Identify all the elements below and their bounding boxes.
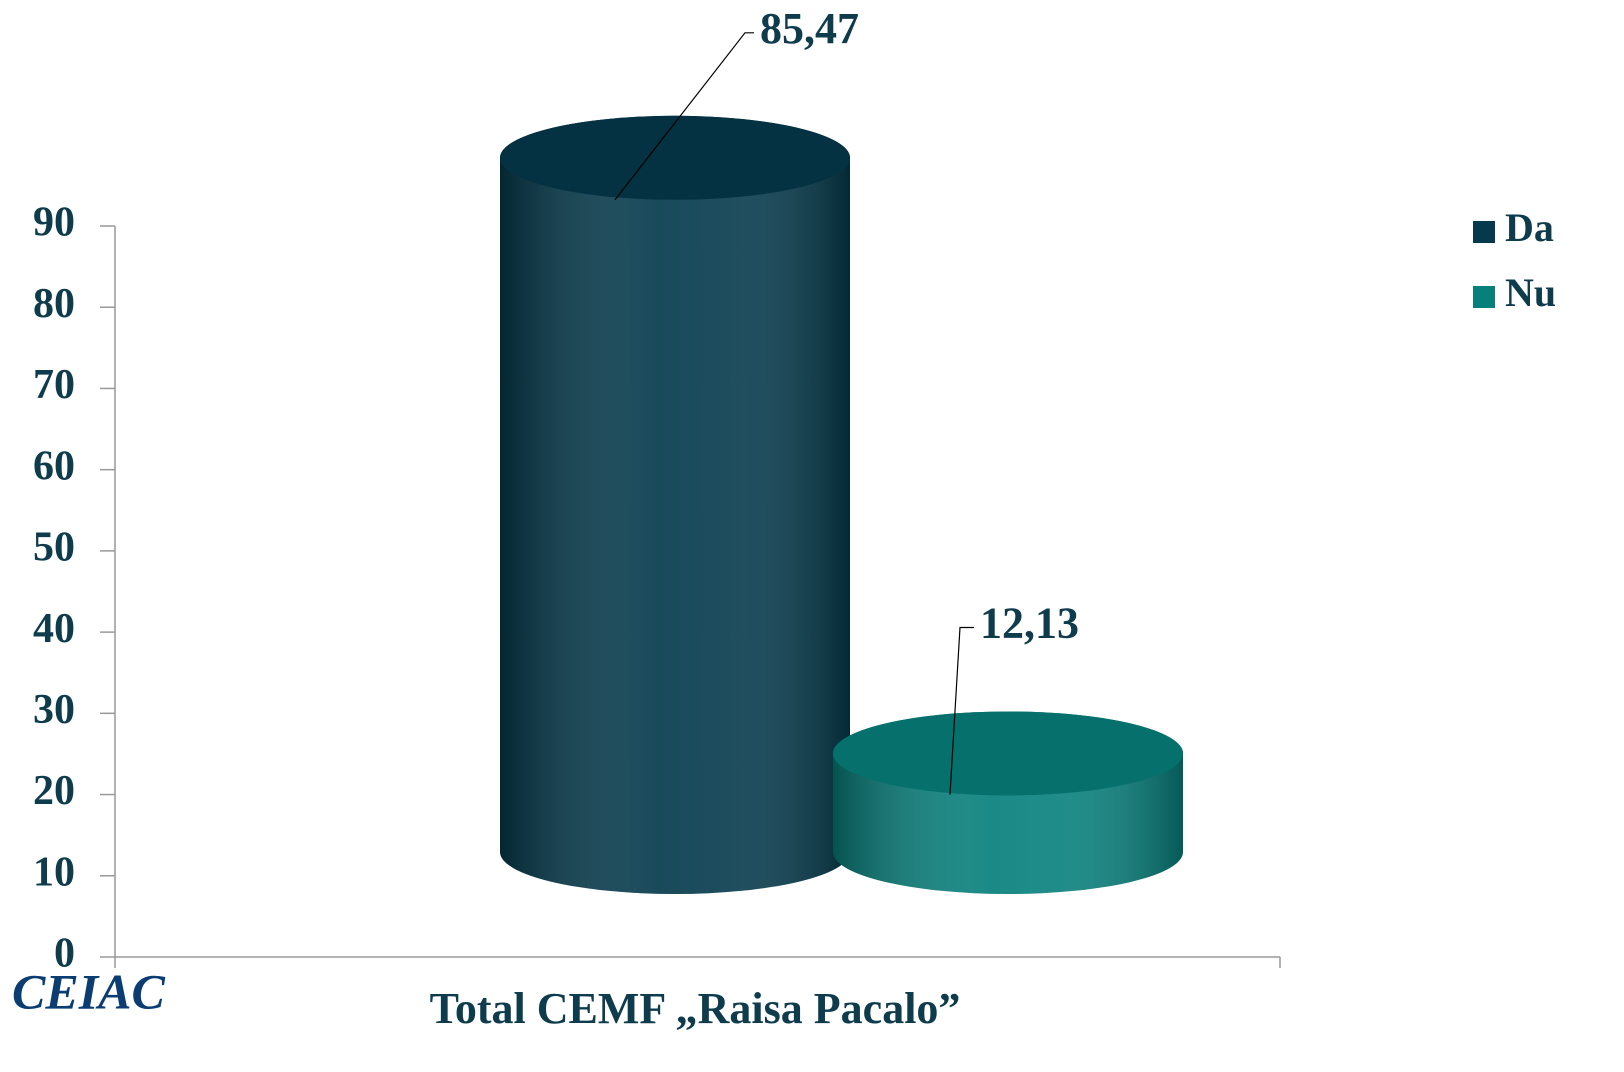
data-label: 12,13 [980,599,1079,648]
bar-shading [500,115,850,894]
legend-swatch [1473,221,1495,243]
legend-label: Nu [1505,270,1556,315]
legend-label: Da [1505,205,1554,250]
legend-swatch [1473,286,1495,308]
x-tick-label: Total CEMF „Raisa Pacalo” [430,984,961,1033]
data-label: 85,47 [760,4,859,53]
bar-top [500,115,850,200]
y-tick-label: 10 [33,849,75,895]
y-tick-label: 20 [33,768,75,814]
logo: CEIAC [12,963,166,1019]
bar-top-shade [833,711,1183,796]
bar-top [833,711,1183,796]
y-tick-label: 40 [33,606,75,652]
y-tick-label: 90 [33,200,75,246]
y-tick-label: 50 [33,525,75,571]
y-tick-label: 0 [54,931,75,977]
leader-line [949,626,974,795]
y-tick-label: 70 [33,362,75,408]
y-tick-label: 80 [33,281,75,327]
leader-line [614,32,754,201]
bar-top-shade [500,115,850,200]
y-tick-label: 60 [33,443,75,489]
y-tick-label: 30 [33,687,75,733]
